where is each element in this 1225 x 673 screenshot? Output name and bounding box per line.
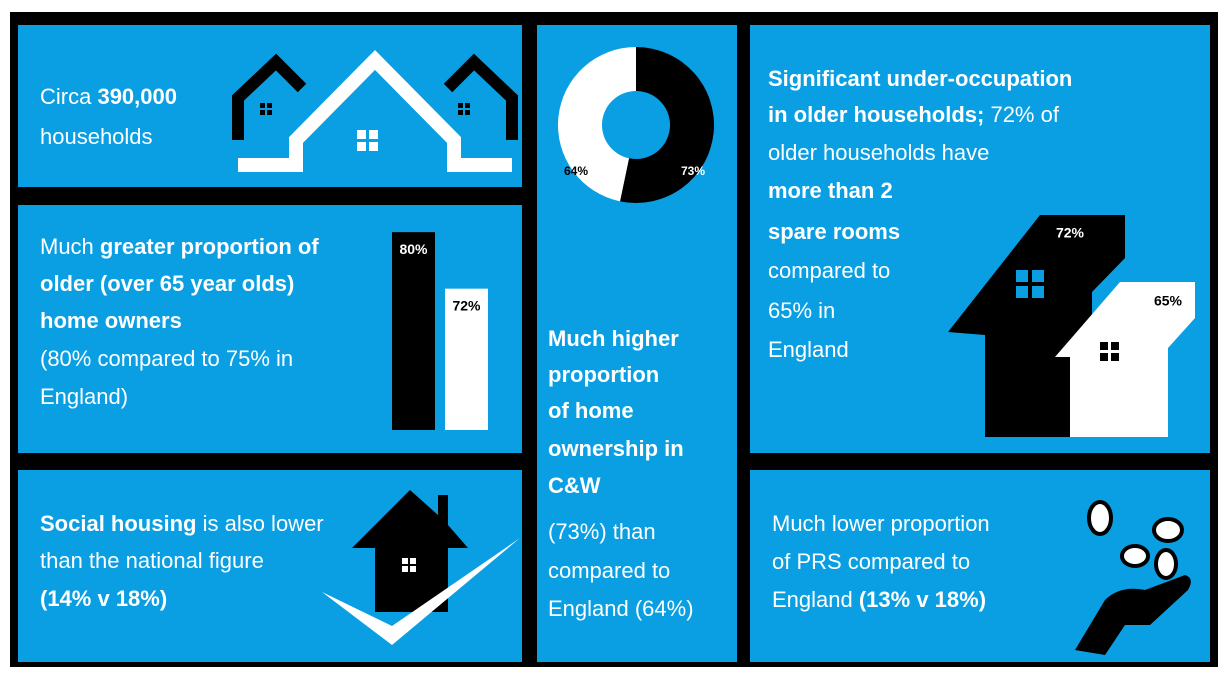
panel-text: Much lower proportion	[772, 511, 990, 536]
text-segment: is also lower	[196, 511, 323, 536]
panel-text: proportion	[548, 362, 659, 387]
text-segment: in older households;	[768, 102, 984, 127]
house-check-icon	[322, 490, 520, 645]
houses-icon	[948, 215, 1195, 437]
text-segment: households	[40, 124, 153, 149]
panel-text: compared to	[548, 558, 670, 583]
panel-text: in older households; 72% of	[768, 102, 1060, 127]
text-segment: England (64%)	[548, 596, 694, 621]
panel-text: Much greater proportion of	[40, 234, 319, 259]
text-segment: older (over 65 year olds)	[40, 271, 294, 296]
panel-text: C&W	[548, 473, 601, 498]
text-segment: older households have	[768, 140, 989, 165]
bar	[445, 288, 488, 430]
panel-text: spare rooms	[768, 219, 900, 244]
text-segment: spare rooms	[768, 219, 900, 244]
text-segment: England)	[40, 384, 128, 409]
donut-segment	[620, 47, 714, 203]
content: Circa 390,000 households Much greater prop…	[40, 47, 1183, 621]
house-icons	[232, 50, 518, 172]
panel-text: than the national figure	[40, 548, 264, 573]
panel-text: England (64%)	[548, 596, 694, 621]
panel-text: older households have	[768, 140, 989, 165]
house-label: 72%	[1056, 225, 1085, 241]
panel-text: home owners	[40, 308, 182, 333]
panel-text: (80% compared to 75% in	[40, 346, 293, 371]
text-segment: Much	[40, 234, 100, 259]
text-segment: of PRS compared to	[772, 549, 970, 574]
panel-text: England (13% v 18%)	[772, 587, 986, 612]
text-segment: (73%) than	[548, 519, 656, 544]
panel-text: compared to	[768, 258, 890, 283]
text-segment: Social housing	[40, 511, 196, 536]
panel-text: of PRS compared to	[772, 549, 970, 574]
panel	[18, 205, 522, 453]
panel-text: of home	[548, 398, 634, 423]
bar	[392, 232, 435, 430]
panel-text: Significant under-occupation	[768, 66, 1072, 91]
text-segment: proportion	[548, 362, 659, 387]
text-segment: Much lower proportion	[772, 511, 990, 536]
coins-hand-icon	[1075, 500, 1191, 655]
text-segment: 72% of	[984, 102, 1059, 127]
text-segment: Much higher	[548, 326, 679, 351]
text-segment: Circa	[40, 84, 97, 109]
panel-text: older (over 65 year olds)	[40, 271, 294, 296]
text-segment: C&W	[548, 473, 601, 498]
text-segment: (80% compared to 75% in	[40, 346, 293, 371]
text-segment: England	[772, 587, 859, 612]
donut-label: 73%	[681, 164, 705, 178]
donut-label: 64%	[564, 164, 588, 178]
donut-segment	[557, 47, 636, 202]
text-segment: (14% v 18%)	[40, 586, 167, 611]
text-segment: 65% in	[768, 298, 835, 323]
bar-label: 72%	[452, 297, 481, 313]
panel-text: 65% in	[768, 298, 835, 323]
house-label: 65%	[1154, 293, 1183, 309]
panel-text: households	[40, 124, 153, 149]
text-segment: England	[768, 337, 849, 362]
panel-text: England)	[40, 384, 128, 409]
text-segment: (13% v 18%)	[859, 587, 986, 612]
text-segment: compared to	[768, 258, 890, 283]
text-segment: of home	[548, 398, 634, 423]
panel-text: (73%) than	[548, 519, 656, 544]
text-segment: Significant under-occupation	[768, 66, 1072, 91]
text-segment: compared to	[548, 558, 670, 583]
panel-text: ownership in	[548, 436, 684, 461]
text-segment: home owners	[40, 308, 182, 333]
text-segment: than the national figure	[40, 548, 264, 573]
panel-text: Much higher	[548, 326, 679, 351]
panel-text: (14% v 18%)	[40, 586, 167, 611]
panel-text: Circa 390,000	[40, 84, 177, 109]
panel-text: more than 2	[768, 178, 893, 203]
text-segment: more than 2	[768, 178, 893, 203]
text-segment: ownership in	[548, 436, 684, 461]
text-segment: 390,000	[97, 84, 177, 109]
text-segment: greater proportion of	[100, 234, 319, 259]
bar-label: 80%	[399, 241, 428, 257]
panel-text: Social housing is also lower	[40, 511, 324, 536]
panel-text: England	[768, 337, 849, 362]
